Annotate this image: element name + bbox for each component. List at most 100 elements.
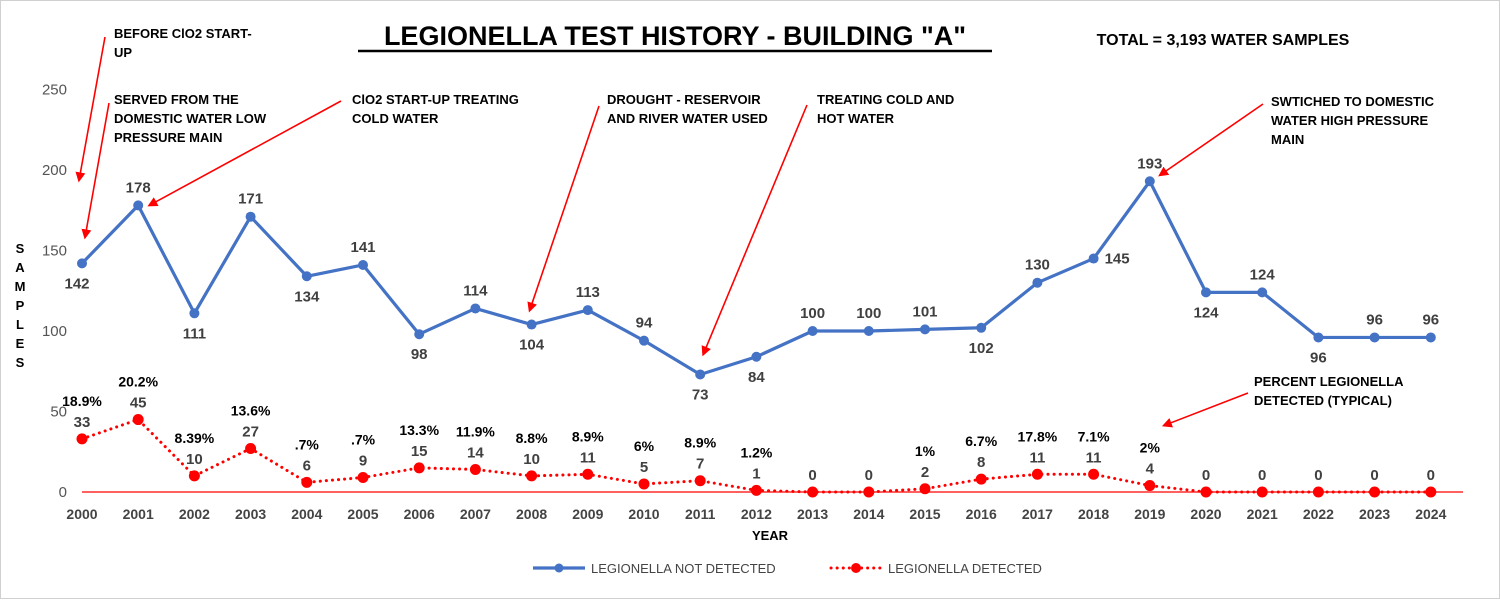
data-label-detected: 10 [523, 451, 540, 468]
legend: LEGIONELLA NOT DETECTED LEGIONELLA DETECT… [533, 561, 1042, 576]
data-point-not-detected [470, 303, 481, 314]
data-point-not-detected [1088, 253, 1099, 264]
annotation-served: DOMESTIC WATER LOW [114, 111, 267, 126]
data-point-not-detected [189, 308, 200, 319]
data-point-detected [1144, 480, 1156, 492]
data-label-not-detected: 130 [1025, 257, 1050, 274]
annotation-clo2: ClO2 START-UP TREATING [352, 92, 519, 107]
annotation-switched: MAIN [1271, 132, 1304, 147]
data-label-not-detected: 102 [969, 340, 994, 357]
x-tick-label: 2011 [685, 506, 716, 522]
x-tick-label: 2005 [347, 506, 378, 522]
legend-marker-not-detected [554, 563, 564, 573]
data-point-detected [1200, 486, 1212, 498]
percent-label: 13.6% [231, 403, 271, 419]
data-point-detected [1256, 486, 1268, 498]
legend-label-detected: LEGIONELLA DETECTED [888, 561, 1042, 576]
data-label-detected: 7 [696, 456, 704, 473]
y-axis-label-letter: E [16, 336, 25, 351]
data-point-detected [750, 484, 762, 496]
data-point-not-detected [582, 305, 593, 316]
data-point-detected [1425, 486, 1437, 498]
x-tick-label: 2014 [853, 506, 884, 522]
data-point-not-detected [77, 258, 87, 269]
data-point-detected [357, 472, 369, 484]
data-point-detected [694, 475, 706, 487]
data-point-detected [582, 468, 594, 480]
data-label-detected: 45 [130, 395, 147, 412]
x-tick-label: 2024 [1415, 506, 1446, 522]
annotation-drought: AND RIVER WATER USED [607, 111, 768, 126]
data-point-not-detected [1313, 332, 1324, 343]
arrow-before [75, 36, 106, 183]
y-axis-label-letter: A [15, 260, 25, 275]
x-tick-label: 2012 [741, 506, 772, 522]
data-label-detected: 0 [1202, 467, 1210, 484]
percent-label: 7.1% [1078, 428, 1110, 444]
legend-label-not-detected: LEGIONELLA NOT DETECTED [591, 561, 776, 576]
data-label-detected: 4 [1146, 461, 1155, 478]
data-point-not-detected [1032, 277, 1043, 288]
data-label-not-detected: 100 [856, 305, 881, 322]
data-point-detected [1031, 468, 1043, 480]
data-label-detected: 0 [1370, 467, 1378, 484]
data-label-detected: 14 [467, 444, 484, 461]
y-axis-label-letter: S [16, 241, 25, 256]
annotation-percent: PERCENT LEGIONELLA [1254, 374, 1404, 389]
annotation-before: UP [114, 45, 132, 60]
data-point-not-detected [358, 259, 368, 270]
x-tick-label: 2021 [1247, 506, 1278, 522]
y-tick-label: 200 [42, 162, 67, 179]
x-tick-label: 2019 [1134, 506, 1165, 522]
y-tick-label: 100 [42, 323, 67, 340]
data-label-not-detected: 124 [1193, 304, 1219, 321]
x-tick-label: 2007 [460, 506, 491, 522]
x-tick-label: 2010 [628, 506, 659, 522]
data-label-not-detected: 145 [1105, 251, 1130, 268]
data-label-not-detected: 104 [519, 337, 545, 354]
data-label-not-detected: 101 [912, 303, 937, 320]
data-label-detected: 0 [865, 467, 873, 484]
x-tick-label: 2000 [66, 506, 97, 522]
data-point-detected [301, 476, 313, 488]
percent-label: 6.7% [965, 433, 997, 449]
data-point-not-detected [1201, 287, 1211, 298]
x-tick-label: 2013 [797, 506, 828, 522]
data-label-detected: 0 [808, 467, 816, 484]
x-tick-label: 2015 [909, 506, 940, 522]
data-label-detected: 1 [752, 465, 760, 482]
y-axis-label-letter: M [15, 279, 26, 294]
annotation-switched: SWTICHED TO DOMESTIC [1271, 94, 1435, 109]
data-label-detected: 27 [242, 424, 259, 441]
annotation-treating: HOT WATER [817, 111, 895, 126]
percent-label: 17.8% [1018, 428, 1058, 444]
data-point-not-detected [1425, 332, 1436, 343]
percent-label: 11.9% [456, 423, 495, 439]
x-tick-label: 2003 [235, 506, 266, 522]
data-point-detected [132, 414, 144, 426]
data-label-detected: 8 [977, 454, 985, 471]
data-label-not-detected: 171 [238, 191, 263, 208]
data-point-detected [245, 443, 257, 455]
data-label-not-detected: 94 [636, 315, 653, 332]
x-axis-label: YEAR [752, 528, 789, 543]
percent-label: 18.9% [62, 393, 102, 409]
series-line-not-detected [80, 179, 1433, 377]
annotation-served: PRESSURE MAIN [114, 130, 222, 145]
percent-label: 8.39% [175, 430, 215, 446]
x-tick-label: 2008 [516, 506, 547, 522]
data-point-not-detected [301, 271, 312, 282]
data-label-not-detected: 96 [1422, 311, 1439, 328]
data-label-not-detected: 124 [1250, 266, 1276, 283]
data-point-not-detected [1369, 332, 1380, 343]
y-tick-label: 150 [42, 243, 67, 260]
data-label-detected: 11 [1029, 449, 1045, 466]
arrow-clo2 [147, 100, 342, 207]
data-point-not-detected [976, 322, 987, 333]
percent-label: 2% [1140, 440, 1161, 456]
x-tick-label: 2017 [1022, 506, 1053, 522]
legend-marker-detected [851, 563, 861, 573]
data-label-not-detected: 96 [1310, 349, 1327, 366]
chart-title: LEGIONELLA TEST HISTORY - BUILDING "A" [384, 21, 966, 51]
